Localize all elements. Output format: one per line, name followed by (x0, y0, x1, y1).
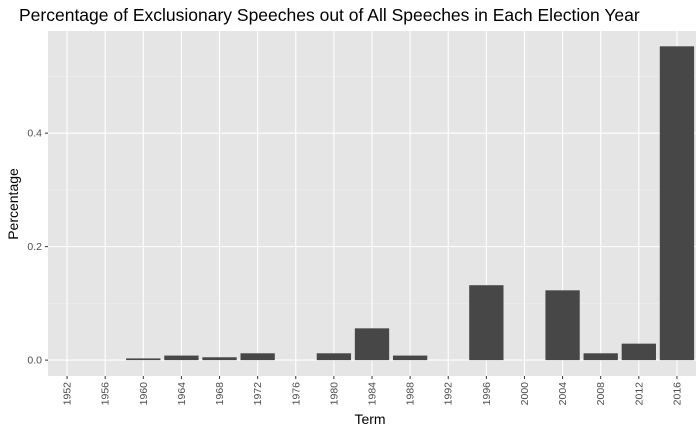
y-tick-label: 0.0 (27, 355, 42, 367)
bar-1980 (316, 353, 352, 361)
bar-1960 (126, 358, 161, 361)
x-tick-label: 1988 (405, 382, 417, 406)
bar-1996 (469, 285, 504, 361)
x-tick-label: 1956 (100, 382, 112, 406)
x-tick-label: 1980 (328, 382, 340, 406)
bar-2008 (583, 353, 618, 361)
bar-1968 (202, 357, 237, 361)
x-tick-label: 1976 (290, 382, 302, 406)
x-tick-label: 1992 (443, 382, 455, 406)
x-tick-label: 2016 (671, 382, 683, 406)
x-tick-label: 1968 (214, 382, 226, 406)
x-tick-label: 1964 (176, 382, 188, 406)
y-tick-label: 0.2 (27, 241, 42, 253)
x-tick-label: 1996 (481, 382, 493, 406)
chart-title: Percentage of Exclusionary Speeches out … (19, 5, 640, 25)
x-tick-label: 2008 (595, 382, 607, 406)
bar-2004 (545, 290, 580, 361)
bar-1984 (354, 328, 390, 361)
bar-1988 (392, 355, 428, 361)
y-axis-title: Percentage (5, 168, 21, 240)
x-tick-label: 2004 (557, 382, 569, 406)
x-axis: 1952 1956 1960 1964 1968 1972 1976 1980 1984 1988… (62, 376, 683, 406)
x-tick-label: 2000 (519, 382, 531, 406)
bar-1972 (240, 353, 275, 361)
x-tick-label: 1984 (367, 382, 379, 406)
x-tick-label: 1972 (252, 382, 264, 406)
bar-1964 (164, 355, 199, 361)
x-tick-label: 1960 (138, 382, 150, 406)
bar-2012 (621, 343, 656, 361)
bars (126, 46, 695, 361)
x-axis-title: Term (354, 411, 385, 427)
y-axis: 0.0 0.2 0.4 (27, 128, 48, 367)
y-tick-label: 0.4 (27, 128, 42, 140)
x-tick-label: 2012 (633, 382, 645, 406)
bar-2016 (659, 46, 695, 361)
x-tick-label: 1952 (62, 382, 74, 406)
